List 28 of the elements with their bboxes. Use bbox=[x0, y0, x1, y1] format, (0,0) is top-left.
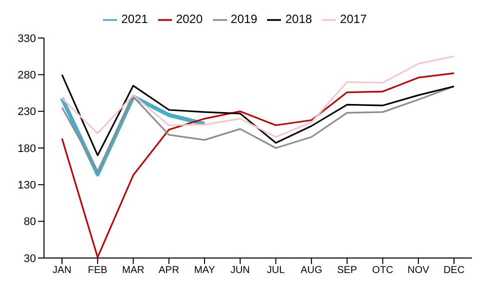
y-tick-label: 180 bbox=[18, 142, 36, 155]
x-tick-label: MAY bbox=[194, 265, 216, 276]
y-tick-label: 130 bbox=[18, 180, 36, 192]
x-tick-label: NOV bbox=[408, 265, 430, 276]
legend-label: 2019 bbox=[230, 12, 258, 26]
x-tick-label: JAN bbox=[52, 265, 72, 276]
x-tick-label: APR bbox=[158, 265, 180, 276]
x-tick-label: FEB bbox=[88, 265, 108, 276]
y-tick-label: 30 bbox=[24, 252, 36, 265]
x-tick-label: JUL bbox=[266, 265, 286, 276]
x-tick-label: SEP bbox=[337, 265, 358, 276]
legend-label: 2021 bbox=[121, 12, 148, 26]
x-tick-label: MAR bbox=[122, 265, 144, 276]
legend-label: 2017 bbox=[340, 12, 367, 26]
y-tick-label: 230 bbox=[18, 106, 36, 118]
x-tick-label: JUN bbox=[230, 265, 250, 276]
x-tick-label: AUG bbox=[300, 265, 323, 276]
line-series bbox=[61, 56, 455, 138]
y-tick-label: 280 bbox=[18, 70, 36, 82]
line-series bbox=[61, 86, 455, 172]
legend-label: 2018 bbox=[285, 12, 312, 26]
line-series bbox=[61, 72, 455, 258]
line-series bbox=[61, 74, 455, 156]
legend-label: 2020 bbox=[176, 12, 203, 26]
y-tick-label: 80 bbox=[24, 216, 36, 228]
y-tick-label: 330 bbox=[18, 32, 36, 45]
x-tick-label: OTC bbox=[372, 265, 394, 276]
x-tick-label: DEC bbox=[443, 265, 465, 276]
